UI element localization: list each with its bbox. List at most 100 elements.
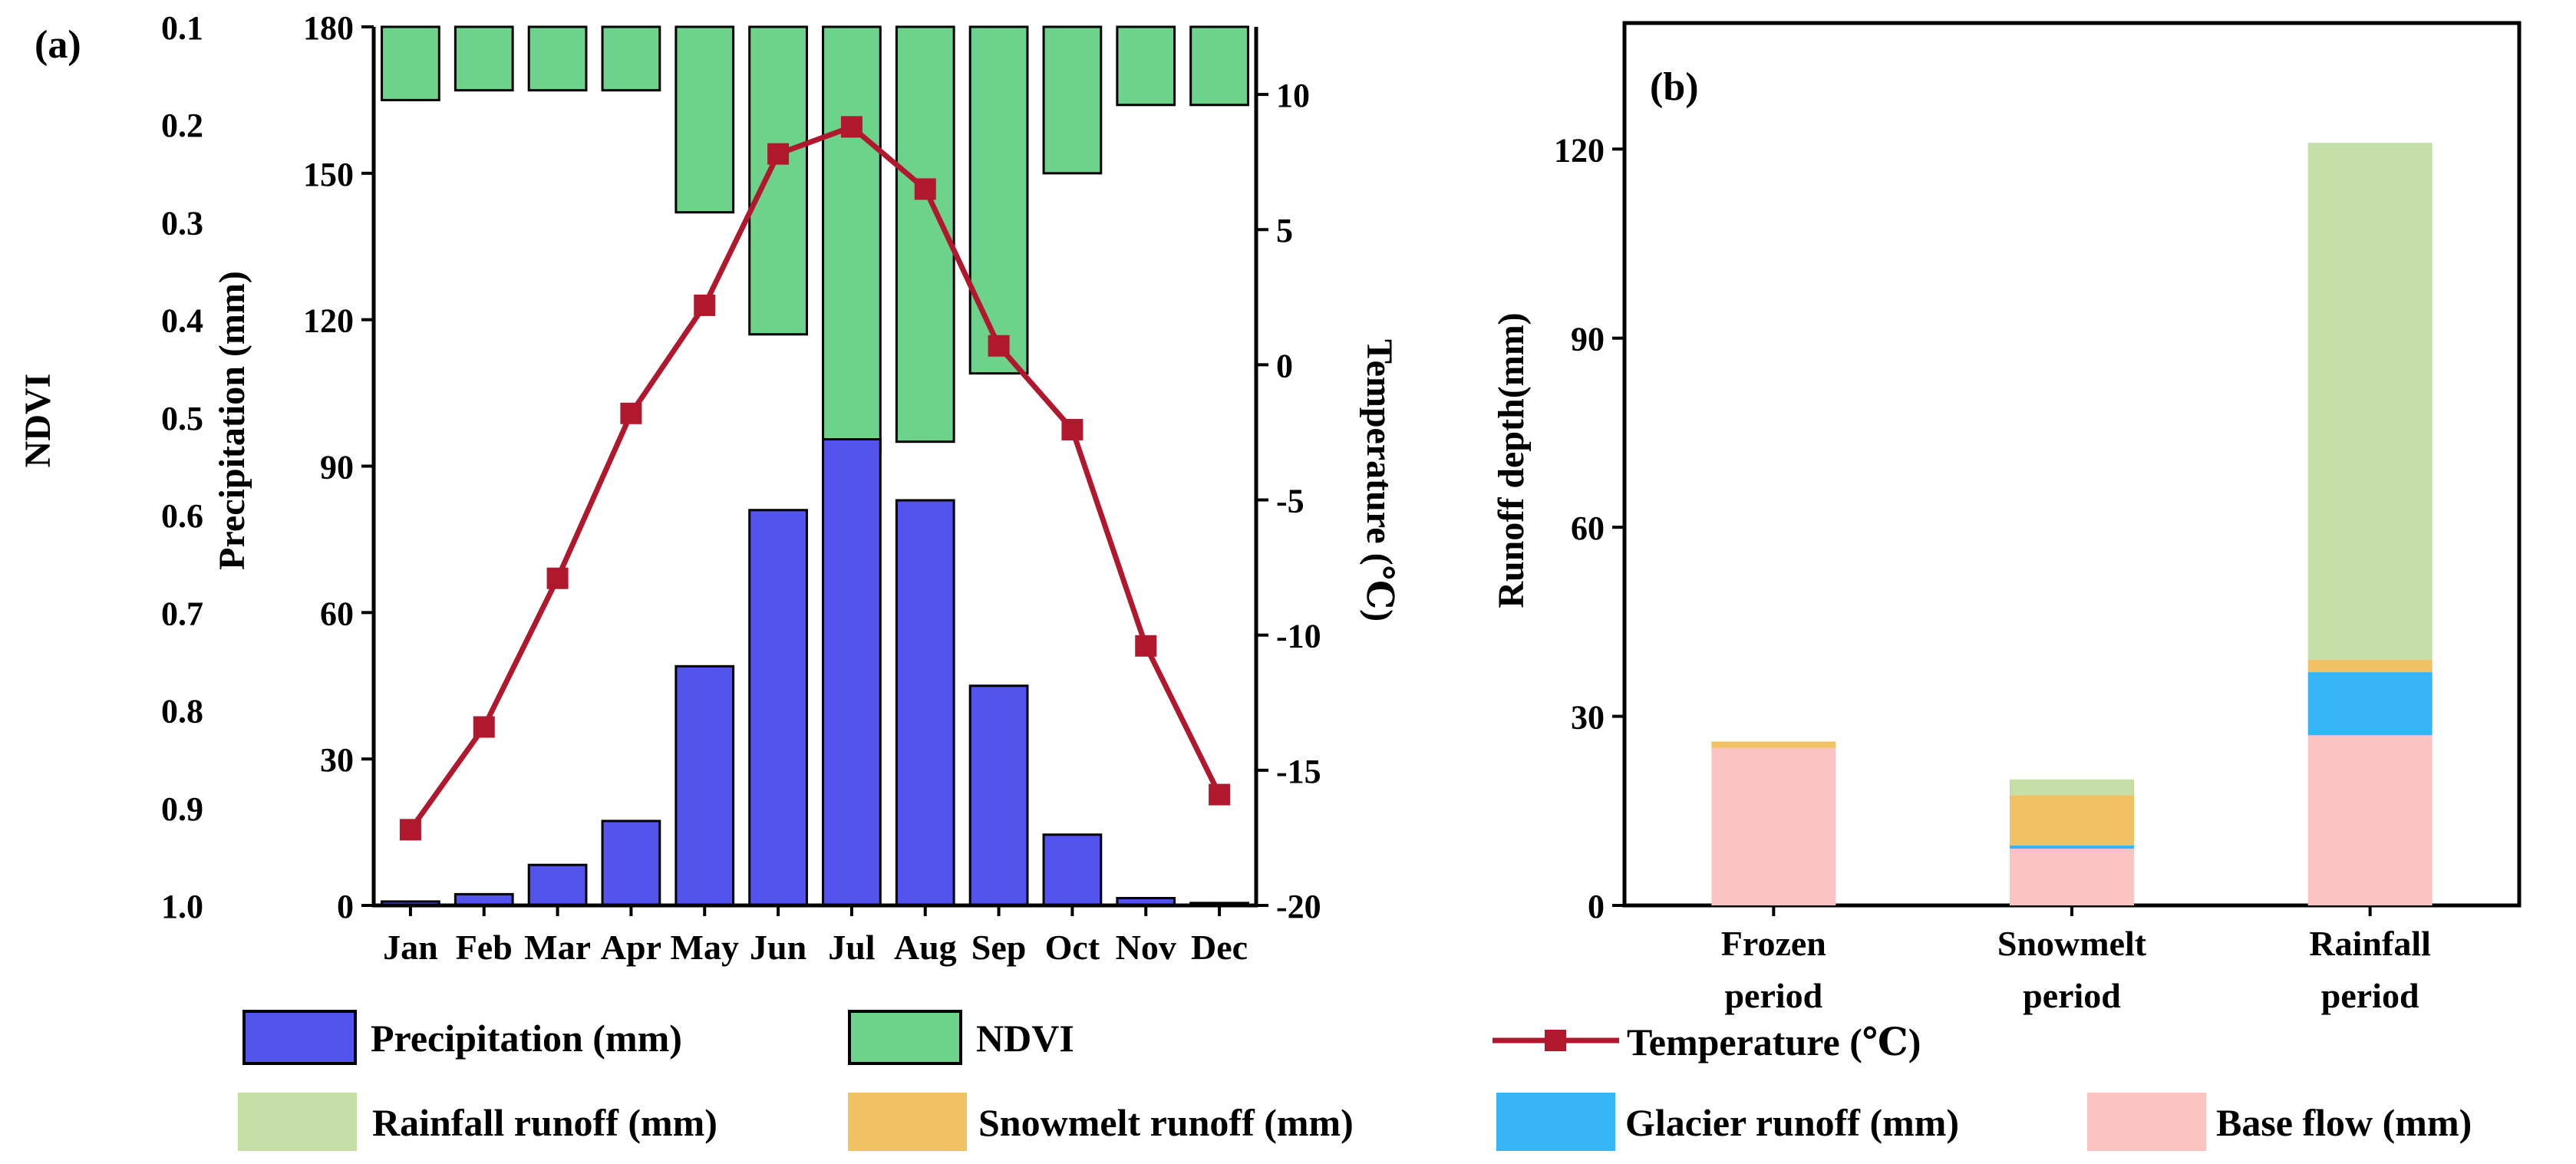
base-flow-segment [1711, 747, 1836, 905]
month-tick-label: Sep [971, 928, 1027, 967]
runoff-tick-label: 0 [1588, 888, 1605, 925]
temperature-point [914, 178, 936, 200]
precipitation-bar [895, 499, 955, 907]
ndvi-tick-label: 1.0 [161, 888, 203, 925]
runoff-stacked-bars [1711, 143, 2433, 905]
panel-a-label: (a) [35, 23, 81, 67]
legend-swatch-precipitation [242, 1010, 357, 1065]
precipitation-bar [968, 684, 1029, 907]
month-tick-label: Nov [1116, 928, 1176, 967]
ndvi-bar [1116, 25, 1176, 107]
temperature-point [473, 716, 495, 738]
snowmelt-runoff-segment [1711, 741, 1836, 748]
ndvi-tick-label: 0.2 [161, 107, 203, 144]
temperature-point [620, 402, 642, 424]
ndvi-tick-label: 0.5 [161, 400, 203, 437]
temperature-series-line [408, 124, 1222, 832]
ndvi-bar [381, 25, 440, 101]
panel-b-label: (b) [1650, 65, 1699, 109]
legend-label-precipitation: Precipitation (mm) [371, 1017, 682, 1060]
panel-a: (a) NDVI Precipitation (mm) Temperature … [18, 9, 1400, 967]
rainfall-runoff-segment [2010, 779, 2134, 796]
period-tick-label: period [1724, 976, 1822, 1015]
precip-axis-ticks: 0 30 60 90 120 150 180 [303, 9, 374, 925]
month-tick-label: Jun [750, 928, 806, 967]
ndvi-tick-label: 0.8 [161, 693, 203, 730]
temperature-point [1135, 635, 1157, 657]
temp-tick-label: -5 [1276, 483, 1304, 520]
month-tick-label: Apr [601, 928, 661, 967]
snowmelt-runoff-segment [2307, 659, 2433, 673]
precip-tick-label: 30 [320, 741, 354, 779]
precip-tick-label: 90 [320, 449, 354, 486]
temp-tick-label: 0 [1276, 347, 1293, 384]
month-tick-label: Mar [524, 928, 591, 967]
temperature-point [1209, 783, 1231, 806]
base-flow-segment [2307, 735, 2433, 905]
month-axis-ticks: Jan Feb Mar Apr May Jun Jul Aug Sep Oct Nov Dec [383, 905, 1248, 967]
snowmelt-runoff-segment [2010, 795, 2134, 846]
ndvi-tick-label: 0.3 [161, 204, 203, 242]
ndvi-bars [381, 25, 1249, 453]
period-tick-label: Rainfall [2309, 924, 2430, 963]
precip-tick-label: 0 [337, 888, 354, 925]
ndvi-bar [968, 25, 1029, 375]
temperature-point [1061, 418, 1084, 440]
precipitation-bar [1042, 833, 1103, 907]
precipitation-bar [748, 509, 808, 907]
temp-axis-title: Temperature (℃) [1359, 339, 1400, 622]
temp-tick-label: -20 [1276, 888, 1321, 925]
ndvi-tick-label: 0.7 [161, 595, 203, 632]
runoff-axis-title: Runoff depth(mm) [1491, 312, 1532, 608]
precipitation-bar [822, 438, 882, 907]
legend-swatch-ndvi [848, 1010, 962, 1065]
period-tick-label: period [2023, 976, 2121, 1015]
temperature-point [767, 143, 790, 165]
period-tick-label: period [2321, 976, 2419, 1015]
ndvi-tick-label: 0.9 [161, 790, 203, 828]
legend: Precipitation (mm) NDVI Temperature (℃) … [238, 1010, 2472, 1151]
temperature-point [988, 335, 1010, 357]
ndvi-tick-label: 0.4 [161, 302, 203, 340]
ndvi-bar [1042, 25, 1103, 175]
ndvi-bar [822, 25, 882, 453]
legend-label-temperature: Temperature (℃) [1627, 1021, 1921, 1063]
runoff-tick-label: 60 [1571, 509, 1605, 547]
month-tick-label: May [671, 928, 739, 967]
period-tick-label: Snowmelt [1997, 924, 2147, 963]
rainfall-runoff-segment [2307, 143, 2433, 660]
month-tick-label: Oct [1045, 928, 1100, 967]
glacier-runoff-segment [2010, 845, 2134, 849]
ndvi-bar [454, 25, 514, 92]
ndvi-tick-label: 0.1 [161, 9, 203, 47]
month-tick-label: Jul [828, 928, 875, 967]
legend-swatch-glacier-runoff [1496, 1093, 1615, 1151]
precipitation-bar [527, 863, 588, 907]
ndvi-bar [748, 25, 808, 336]
runoff-tick-label: 30 [1571, 699, 1605, 737]
panel-b: (b) Runoff depth(mm) 0 30 60 90 120 Frozen pe… [1491, 21, 2522, 1015]
legend-label-ndvi: NDVI [976, 1017, 1074, 1060]
precip-tick-label: 150 [303, 156, 354, 193]
period-axis-ticks: Frozen period Snowmelt period Rainfall period [1721, 905, 2431, 1015]
month-tick-label: Jan [383, 928, 438, 967]
ndvi-tick-label: 0.6 [161, 497, 203, 535]
month-tick-label: Feb [456, 928, 513, 967]
ndvi-axis-title: NDVI [18, 374, 58, 468]
legend-swatch-base-flow [2087, 1093, 2206, 1151]
ndvi-axis-ticks: 0.1 0.2 0.3 0.4 0.5 0.6 0.7 0.8 0.9 1.0 [161, 9, 203, 925]
temperature-line [399, 116, 1231, 841]
legend-label-snowmelt-runoff: Snowmelt runoff (mm) [978, 1101, 1354, 1144]
temp-axis-ticks: -20 -15 -10 -5 0 5 10 [1256, 77, 1321, 925]
temp-tick-label: -15 [1276, 753, 1321, 790]
precipitation-bar [675, 664, 735, 907]
legend-swatch-snowmelt-runoff [848, 1093, 967, 1151]
temp-tick-label: -10 [1276, 618, 1321, 655]
ndvi-bar [1189, 25, 1249, 107]
runoff-tick-label: 120 [1554, 131, 1605, 169]
temp-tick-label: 10 [1276, 77, 1310, 114]
month-tick-label: Dec [1191, 928, 1248, 967]
precip-axis-title: Precipitation (mm) [212, 271, 252, 570]
legend-label-glacier-runoff: Glacier runoff (mm) [1625, 1101, 1959, 1144]
temperature-point [399, 819, 421, 841]
